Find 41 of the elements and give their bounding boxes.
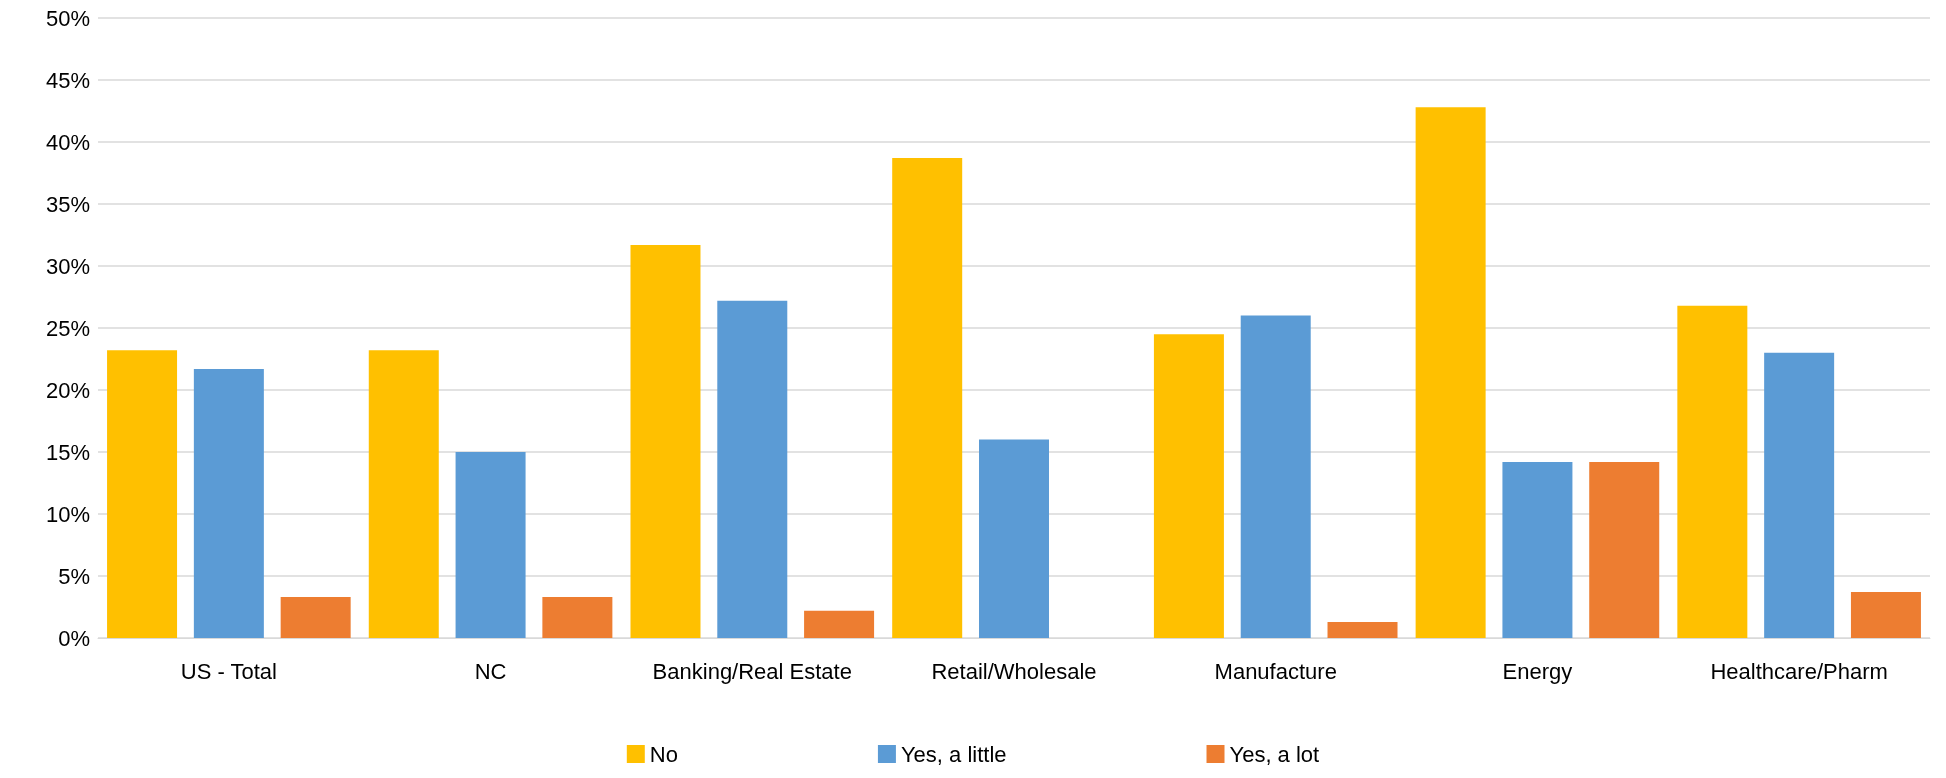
x-tick-label: Manufacture (1214, 658, 1337, 684)
y-tick-label: 30% (45, 253, 90, 279)
bar (979, 439, 1049, 638)
bar (1240, 315, 1311, 638)
bar (1502, 461, 1573, 638)
y-tick-label: 25% (45, 315, 90, 341)
bar (280, 597, 351, 638)
bar (717, 300, 788, 638)
legend-label: No (649, 741, 678, 767)
bar (630, 244, 701, 638)
x-tick-label: NC (474, 658, 507, 684)
legend-label: Yes, a lot (1229, 741, 1320, 767)
y-tick-label: 50% (45, 5, 90, 31)
bar (107, 350, 178, 638)
bar (368, 350, 439, 638)
bar (892, 158, 963, 638)
x-tick-label: Retail/Wholesale (931, 658, 1097, 684)
y-tick-label: 15% (45, 439, 90, 465)
bar (193, 368, 264, 638)
x-tick-label: Banking/Real Estate (652, 658, 852, 684)
x-tick-label: Healthcare/Pharm (1710, 658, 1888, 684)
y-tick-label: 0% (58, 625, 90, 651)
bar (542, 597, 613, 638)
bar (1327, 621, 1398, 638)
y-tick-label: 35% (45, 191, 90, 217)
bar (1850, 592, 1921, 638)
x-tick-label: Energy (1502, 658, 1573, 684)
bar (455, 452, 526, 638)
y-tick-label: 40% (45, 129, 90, 155)
y-tick-label: 45% (45, 67, 90, 93)
legend-label: Yes, a little (900, 741, 1007, 767)
bar (1153, 334, 1224, 638)
bar (1415, 107, 1486, 638)
bar (1764, 352, 1835, 638)
y-tick-label: 5% (58, 563, 90, 589)
y-tick-label: 20% (45, 377, 90, 403)
bar (1677, 305, 1748, 638)
bar (804, 610, 875, 638)
x-tick-label: US - Total (180, 658, 277, 684)
bar (1589, 461, 1660, 638)
y-tick-label: 10% (45, 501, 90, 527)
